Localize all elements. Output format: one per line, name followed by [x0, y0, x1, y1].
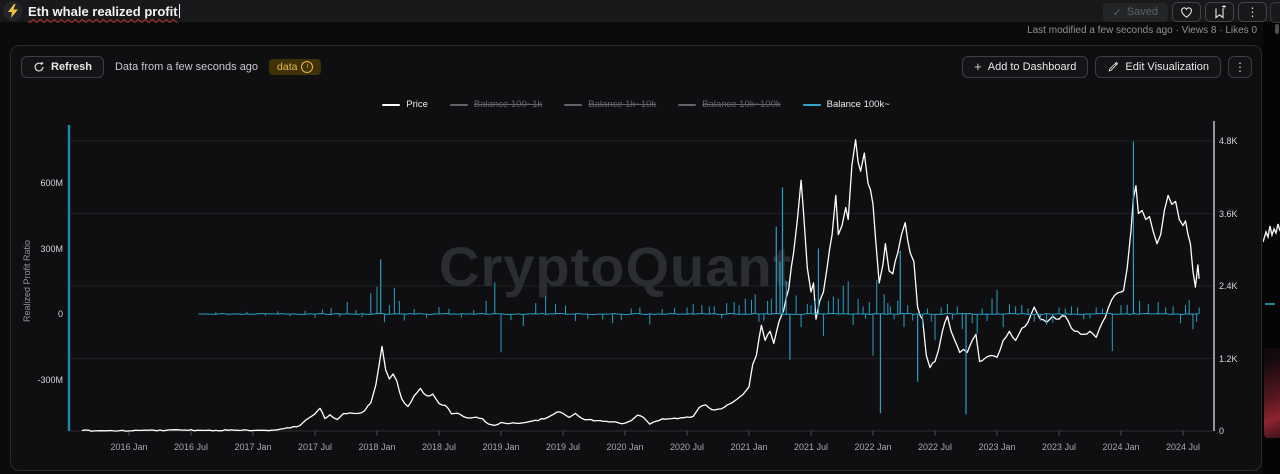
mini-label: [1265, 303, 1275, 305]
chart-grid: [69, 140, 1213, 436]
left-axis-tick-label: 600M: [40, 178, 63, 188]
legend-item[interactable]: Balance 100~1k: [449, 99, 543, 110]
legend-label: Balance 100k~: [826, 99, 890, 110]
header-bar: Eth whale realized profit ✓ Saved ⋮: [0, 0, 1280, 23]
x-axis-tick-label: 2016 Jan: [110, 442, 148, 452]
x-axis-tick-label: 2019 Jul: [545, 442, 581, 452]
legend-swatch: [382, 103, 401, 106]
chart-toolbar: Refresh Data from a few seconds ago data…: [21, 55, 1252, 78]
x-axis-tick-label: 2016 Jul: [173, 442, 209, 452]
x-axis-tick-label: 2017 Jan: [234, 442, 272, 452]
kebab-icon: ⋮: [1246, 5, 1259, 19]
plus-icon: +: [974, 59, 982, 74]
chart-panel: Refresh Data from a few seconds ago data…: [10, 45, 1262, 471]
info-icon: i: [301, 60, 314, 73]
legend-swatch: [449, 103, 468, 106]
chart-legend: Price Balance 100~1k Balance 1k~10k Balance…: [11, 99, 1261, 110]
right-axis-tick-label: 1.2K: [1219, 353, 1238, 364]
x-axis-tick-label: 2024 Jan: [1102, 442, 1140, 452]
chart-title-input[interactable]: Eth whale realized profit: [28, 2, 181, 20]
bookmark-plus-icon: [1214, 5, 1226, 19]
kebab-icon: ⋮: [1234, 59, 1246, 74]
legend-label: Balance 100~1k: [473, 99, 543, 110]
x-axis-tick-label: 2024 Jul: [1165, 442, 1201, 452]
bookmark-add-button[interactable]: [1205, 2, 1234, 22]
legend-swatch: [802, 103, 821, 106]
legend-item[interactable]: Balance 100k~: [802, 99, 890, 110]
saved-button[interactable]: ✓ Saved: [1102, 2, 1168, 22]
x-axis-tick-label: 2017 Jul: [297, 442, 333, 452]
legend-swatch: [678, 103, 697, 106]
left-axis-tick-label: -300M: [37, 374, 63, 385]
add-to-dashboard-button[interactable]: + Add to Dashboard: [962, 55, 1089, 78]
x-axis-tick-label: 2023 Jul: [1041, 442, 1077, 452]
legend-item[interactable]: Balance 1k~10k: [564, 99, 656, 110]
panel-more-button[interactable]: ⋮: [1228, 55, 1252, 78]
like-button[interactable]: [1172, 2, 1201, 22]
refresh-icon: [34, 61, 44, 71]
scrollbar-thumb[interactable]: [1275, 24, 1279, 34]
x-axis-tick-label: 2022 Jan: [854, 442, 892, 452]
price-balance-chart[interactable]: [11, 46, 1263, 470]
background-page-sliver: [1263, 0, 1280, 474]
legend-label: Balance 10k~100k: [702, 99, 781, 110]
x-axis-tick-label: 2020 Jan: [606, 442, 644, 452]
x-axis-tick-label: 2020 Jul: [669, 442, 705, 452]
left-axis-tick-label: 0: [57, 309, 63, 319]
legend-item[interactable]: Balance 10k~100k: [678, 99, 781, 110]
text-cursor: [178, 4, 181, 18]
cryptoquant-watermark: CryptoQuant: [439, 235, 793, 298]
x-axis-tick-label: 2021 Jul: [793, 442, 829, 452]
x-axis-tick-label: 2023 Jan: [978, 442, 1016, 452]
x-axis-tick-label: 2019 Jan: [482, 442, 520, 452]
legend-swatch: [564, 103, 583, 106]
last-modified-text: Last modified a few seconds ago · Views …: [1027, 25, 1257, 36]
chart-title-text: Eth whale realized profit: [28, 3, 178, 19]
chart-area[interactable]: CryptoQuant 600M 300M 0 -300M 4.8K 3.6K 2.4K 1.…: [11, 46, 1263, 470]
left-axis-tick-label: 300M: [40, 243, 63, 254]
legend-label: Price: [406, 99, 428, 110]
check-icon: ✓: [1112, 6, 1122, 19]
left-axis-title: Realized Profit Ratio: [22, 239, 32, 323]
more-options-button[interactable]: ⋮: [1238, 2, 1267, 22]
clipped-background-button: [1270, 2, 1280, 23]
data-freshness-text: Data from a few seconds ago: [114, 60, 259, 73]
x-axis-tick-label: 2018 Jul: [421, 442, 457, 452]
edit-visualization-button[interactable]: Edit Visualization: [1095, 55, 1221, 78]
background-thumbnail: [1264, 348, 1280, 438]
lightning-icon: [3, 1, 23, 21]
heart-icon: [1181, 7, 1192, 18]
legend-item[interactable]: Price: [382, 99, 428, 110]
legend-label: Balance 1k~10k: [588, 99, 657, 110]
x-axis-tick-label: 2022 Jul: [917, 442, 953, 452]
pencil-icon: [1108, 61, 1119, 71]
right-axis-tick-label: 3.6K: [1219, 208, 1238, 219]
x-axis-tick-label: 2018 Jan: [358, 442, 396, 452]
right-axis-tick-label: 4.8K: [1219, 136, 1238, 146]
right-axis-tick-label: 2.4K: [1219, 281, 1238, 291]
mini-sparkline: [1263, 223, 1280, 243]
right-axis-tick-label: 0: [1219, 426, 1225, 436]
x-axis-tick-label: 2021 Jan: [730, 442, 768, 452]
data-badge[interactable]: data i: [269, 58, 322, 75]
refresh-button[interactable]: Refresh: [21, 55, 104, 78]
